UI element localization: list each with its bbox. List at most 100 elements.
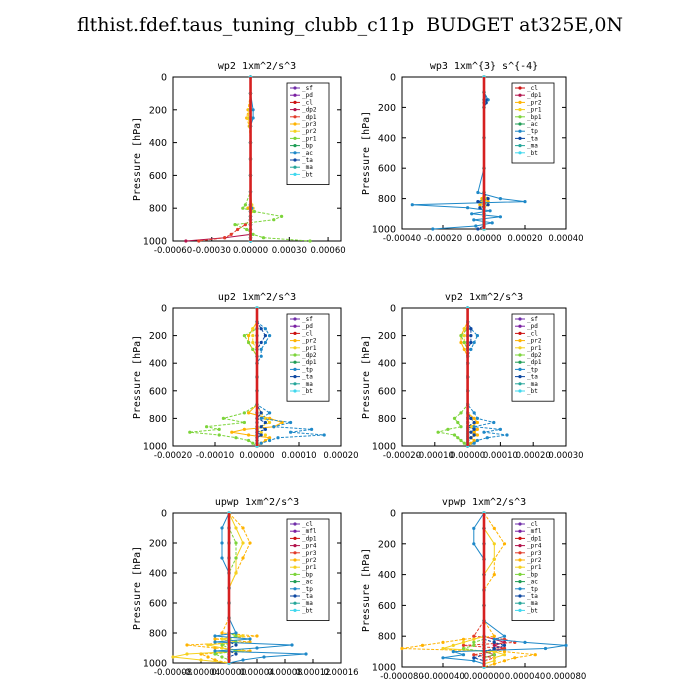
series-point-tp — [441, 656, 445, 660]
series-point-pr2 — [220, 631, 224, 635]
x-tick-label: 0.00000 — [239, 451, 274, 461]
series-point-tp — [498, 215, 502, 219]
legend-marker — [293, 367, 297, 371]
series-point-ta — [259, 425, 263, 429]
legend-marker — [518, 572, 522, 577]
legend-marker — [518, 382, 522, 386]
panel-title: wp3 1xm^{3} s^{-4} — [430, 61, 538, 72]
legend-label: _sf — [302, 316, 313, 323]
legend-marker — [518, 375, 522, 379]
series-point-pr1 — [241, 206, 245, 210]
series-point-pr1 — [251, 327, 255, 331]
series-point-pr2 — [185, 643, 189, 647]
y-tick-label: 600 — [378, 601, 396, 612]
series-point-pr2 — [513, 656, 517, 660]
legend-label: _ta — [527, 135, 538, 142]
legend-marker — [518, 122, 522, 126]
series-point-dp2 — [242, 420, 246, 425]
series-point-pr2 — [472, 430, 476, 434]
series-line-ta — [255, 308, 267, 446]
legend-marker — [293, 544, 297, 548]
x-tick-label: 0.00030 — [272, 246, 307, 256]
series-point-tp — [262, 655, 266, 659]
series-point-dp2 — [251, 441, 255, 445]
series-point-tp — [523, 200, 527, 204]
legend-label: _cl — [527, 85, 538, 92]
series-point-pr2 — [478, 203, 482, 207]
series-point-tp — [290, 643, 294, 647]
legend-marker — [293, 558, 297, 562]
series-point-bp — [220, 643, 224, 647]
chart-panel-5: upwp 1xm^2/s^3 Pressure [hPa] 0 200 400 600 80… — [132, 497, 359, 678]
legend-marker — [293, 360, 297, 364]
legend-label: _pr3 — [302, 121, 317, 128]
legend-marker — [518, 389, 522, 393]
y-tick-label: 0 — [390, 73, 396, 84]
series-point-pr2 — [492, 526, 496, 531]
series-point-tp — [220, 556, 224, 560]
legend-label: _ta — [302, 593, 313, 600]
series-point-tp — [472, 340, 476, 345]
series-point-pr1 — [245, 227, 249, 232]
legend-label: _cl — [302, 521, 313, 528]
legend-marker — [293, 375, 297, 379]
series-point-pr2 — [533, 653, 537, 657]
legend-label: _ac — [527, 121, 538, 128]
series-point-dp1 — [229, 232, 233, 236]
series-point-bp — [213, 652, 217, 656]
legend-marker — [518, 594, 522, 598]
legend-label: _bt — [527, 607, 538, 614]
legend-label: _pr2 — [527, 338, 542, 345]
legend-marker — [293, 389, 297, 393]
legend-marker — [518, 608, 522, 613]
legend-label: _bp1 — [527, 114, 542, 121]
series-point-bp — [234, 634, 238, 638]
legend: _sf_pd_cl_dp2_dp1_pr3_pr2_pr1_bp_ac_ta_m… — [286, 82, 330, 185]
legend-label: _tp — [527, 586, 538, 593]
series-point-dp2 — [436, 430, 440, 434]
legend-marker — [293, 122, 297, 126]
x-tick-label: -0.00008 — [154, 668, 192, 678]
series-point-pr2 — [502, 659, 507, 663]
x-tick-label: -0.00020 — [424, 234, 462, 244]
legend-marker — [518, 151, 522, 155]
series-point-pr1 — [492, 650, 496, 654]
y-tick-label: 200 — [378, 539, 396, 550]
legend-marker — [293, 551, 297, 555]
series-point-ta — [469, 340, 473, 345]
legend-label: _pr3 — [527, 550, 542, 557]
series-point-pr1 — [241, 634, 245, 638]
series-point-tp — [472, 411, 476, 415]
legend-marker — [293, 144, 297, 148]
series-point-tp — [259, 347, 263, 351]
plot-frame — [401, 307, 567, 447]
series-line-tp — [256, 308, 325, 447]
panel-title: wp2 1xm^2/s^3 — [218, 61, 296, 72]
y-axis-label: Pressure [hPa] — [361, 335, 372, 419]
legend-marker — [293, 115, 297, 119]
series-point-pr1 — [243, 203, 247, 207]
series-point-pr1 — [220, 637, 224, 641]
series-line-ta — [466, 308, 476, 446]
series-point-pr1 — [308, 239, 312, 243]
series-point-pr2 — [255, 634, 259, 638]
legend-marker — [293, 529, 297, 533]
series-point-tp — [472, 542, 476, 546]
series-point-dp2 — [184, 239, 188, 243]
y-tick-label: 400 — [149, 569, 167, 580]
legend-label: _tp — [527, 128, 538, 135]
legend-marker — [518, 551, 522, 555]
series-point-dp2 — [462, 340, 466, 345]
legend-label: _pr1 — [527, 107, 542, 114]
y-tick-label: 200 — [149, 105, 167, 116]
series-point-tp — [472, 659, 476, 663]
legend-label: _pr2 — [302, 557, 317, 564]
series-point-tp — [234, 631, 238, 635]
x-tick-label: -0.00010 — [416, 451, 454, 461]
legend-label: _dp1 — [527, 359, 542, 366]
legend-marker — [293, 580, 297, 584]
series-point-ta — [234, 643, 238, 647]
y-tick-label: 0 — [390, 304, 396, 315]
legend-marker — [518, 353, 522, 357]
y-tick-label: 800 — [378, 194, 396, 205]
